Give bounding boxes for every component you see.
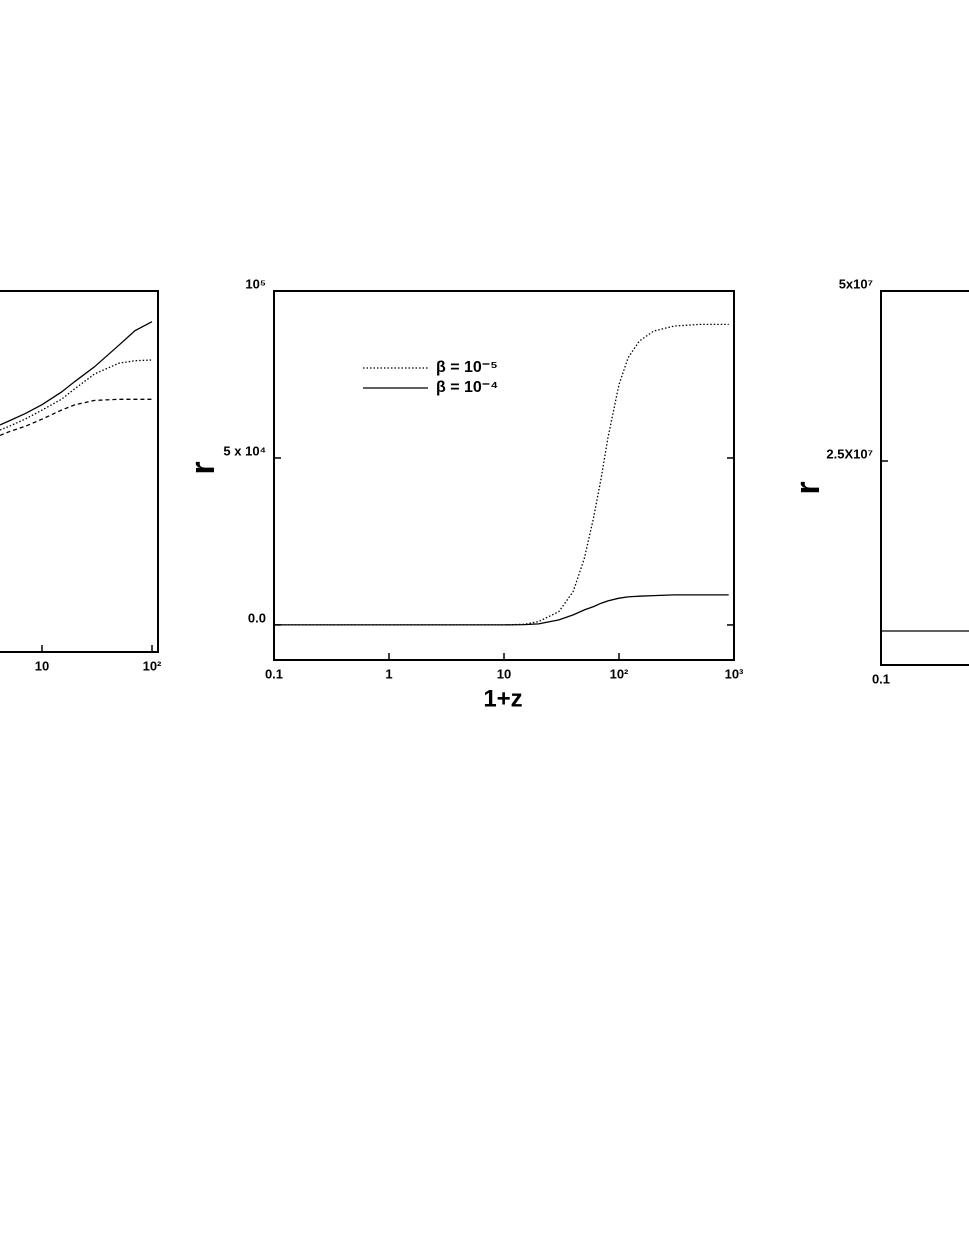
plot-frame xyxy=(273,290,735,661)
y-tick-label: 5x10⁷ xyxy=(839,276,873,291)
y-tick-label: 0.0 xyxy=(248,610,266,625)
y-axis-label: r xyxy=(184,461,222,474)
data-line xyxy=(274,594,729,626)
y-axis-label: r xyxy=(789,481,827,494)
x-tick-label: 10³ xyxy=(725,666,744,681)
y-tick-label: 5 x 10⁴ xyxy=(223,443,266,458)
y-tick-label: 2.5X10⁷ xyxy=(826,446,873,461)
x-tick-label: 0.1 xyxy=(265,666,283,681)
x-tick-label: 10² xyxy=(610,666,629,681)
data-line xyxy=(0,359,153,431)
legend-label: β = 10⁻⁴ xyxy=(436,379,498,396)
plot-frame xyxy=(880,290,969,666)
legend-label: β = 10⁻⁵ xyxy=(436,359,498,376)
x-axis-label: 1+z xyxy=(483,685,522,712)
plot-frame xyxy=(0,290,159,653)
data-line xyxy=(274,323,729,626)
y-tick-label: 10⁵ xyxy=(245,276,266,291)
x-tick-label: 1 xyxy=(385,666,392,681)
x-tick-label: 0.1 xyxy=(872,671,890,686)
x-tick-label: 10 xyxy=(35,658,49,673)
x-tick-label: 10 xyxy=(497,666,511,681)
x-tick-label: 10² xyxy=(143,658,162,673)
data-line xyxy=(0,321,153,426)
data-line xyxy=(0,398,152,437)
